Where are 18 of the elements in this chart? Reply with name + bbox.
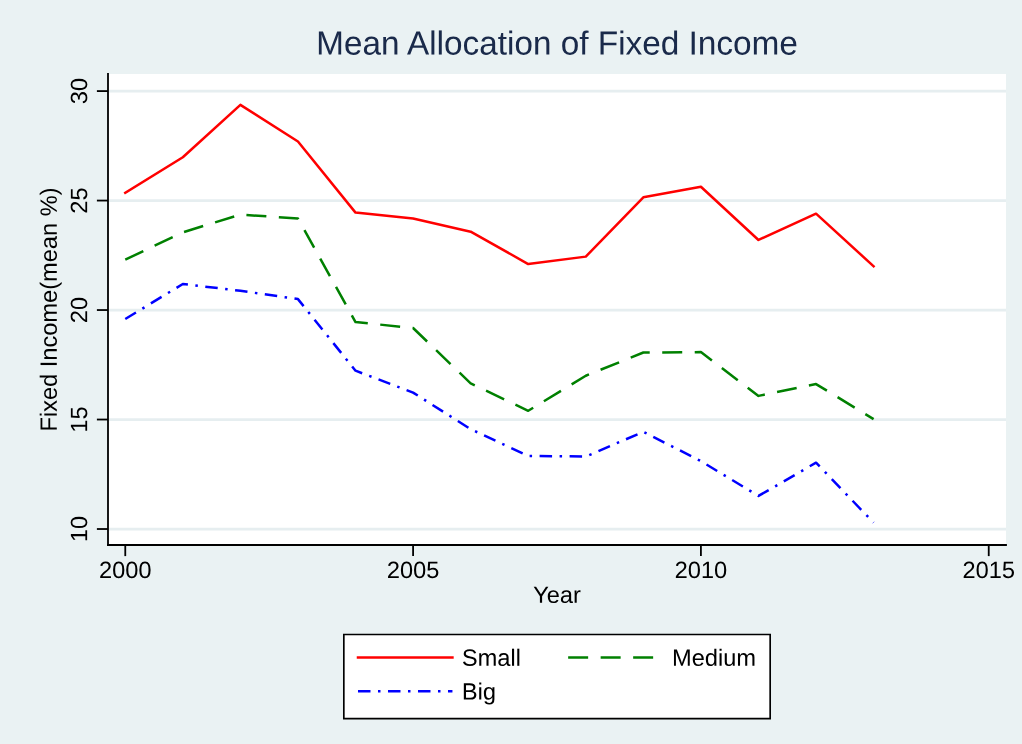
line-series bbox=[124, 282, 875, 524]
y-tick-label: 15 bbox=[70, 407, 88, 431]
legend-label: Small bbox=[462, 648, 520, 667]
legend-label: Medium bbox=[673, 648, 755, 667]
line-series bbox=[124, 103, 875, 268]
legend-label: Big bbox=[463, 682, 495, 705]
y-tick-label: 10 bbox=[70, 516, 88, 541]
x-tick-label: 2000 bbox=[100, 561, 151, 579]
x-tick-label: 2010 bbox=[675, 561, 727, 579]
y-tick-label: 30 bbox=[70, 78, 88, 104]
x-tick-label: 2005 bbox=[388, 561, 439, 579]
y-axis-title: Fixed Income(mean %) bbox=[39, 188, 62, 430]
y-tick-label: 25 bbox=[70, 188, 88, 213]
y-tick-label: 20 bbox=[70, 297, 88, 322]
line-series bbox=[124, 213, 875, 421]
x-axis-title: Year bbox=[533, 586, 581, 604]
x-tick-label: 2015 bbox=[963, 561, 1015, 579]
chart-title: Mean Allocation of Fixed Income bbox=[318, 30, 797, 55]
